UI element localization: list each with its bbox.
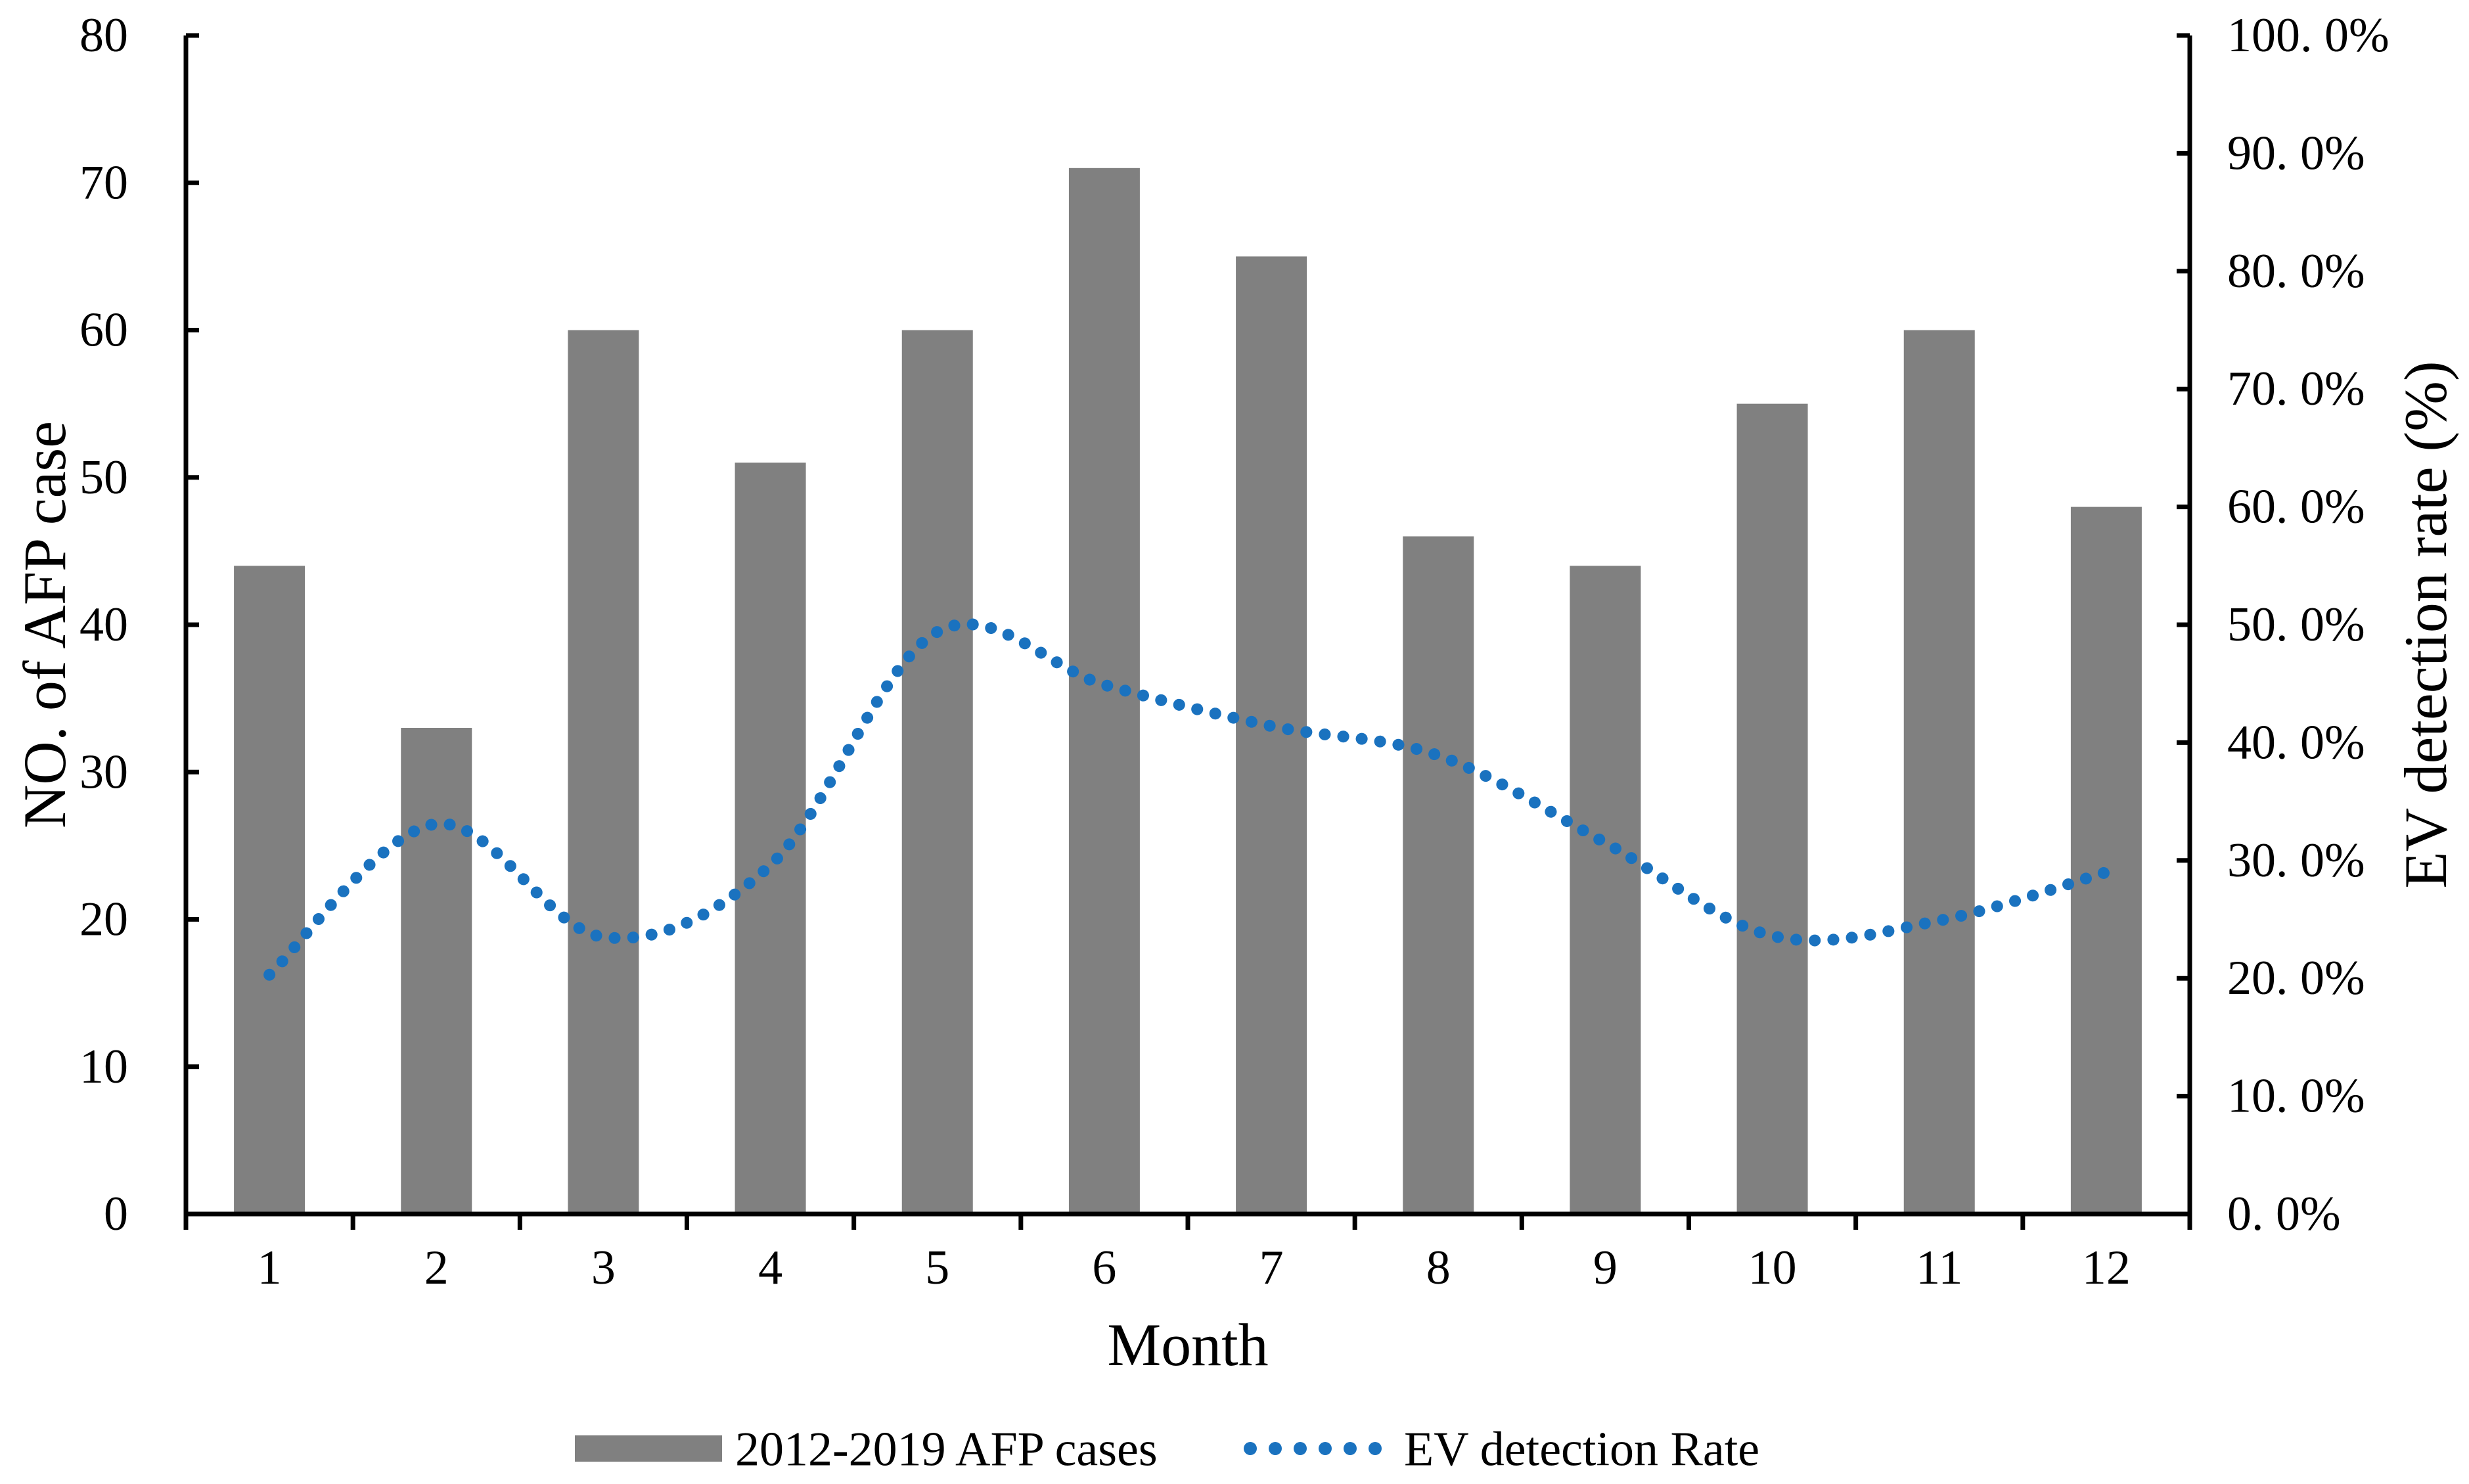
- y-right-tick-label-20: 20. 0%: [2227, 951, 2365, 1005]
- ev-detection-rate-line: [263, 618, 2112, 981]
- x-tick-label-month-9: 9: [1593, 1241, 1618, 1295]
- bar-month-3: [568, 330, 639, 1214]
- y-left-tick-label-50: 50: [79, 451, 128, 505]
- y-right-tick-label-0: 0. 0%: [2227, 1187, 2341, 1241]
- y-right-tick-label-10: 10. 0%: [2227, 1069, 2365, 1123]
- y-left-tick-label-30: 30: [79, 745, 128, 799]
- y-axis-title-right: EV detection rate (%): [2392, 361, 2459, 889]
- y-right-tick-label-70: 70. 0%: [2227, 362, 2365, 416]
- y-right-tick-label-40: 40. 0%: [2227, 715, 2365, 769]
- x-tick-label-month-3: 3: [591, 1241, 616, 1295]
- y-axis-title-left: NO. of AFP case: [11, 420, 78, 829]
- y-left-tick-label-10: 10: [79, 1040, 128, 1094]
- y-right-tick-label-30: 30. 0%: [2227, 834, 2365, 888]
- y-right-tick-label-80: 80. 0%: [2227, 244, 2365, 298]
- legend-line-label: EV detection Rate: [1404, 1422, 1760, 1477]
- y-left-tick-label-40: 40: [79, 598, 128, 652]
- y-right-tick-label-90: 90. 0%: [2227, 126, 2365, 180]
- x-tick-label-month-7: 7: [1259, 1241, 1284, 1295]
- y-left-tick-label-70: 70: [79, 156, 128, 210]
- x-tick-label-month-10: 10: [1748, 1241, 1797, 1295]
- bar-month-2: [401, 727, 472, 1214]
- bar-month-8: [1403, 536, 1474, 1215]
- bar-month-7: [1236, 256, 1307, 1214]
- x-tick-label-month-1: 1: [258, 1241, 282, 1295]
- x-tick-label-month-12: 12: [2082, 1241, 2131, 1295]
- bar-month-9: [1570, 566, 1641, 1214]
- bar-month-5: [901, 330, 973, 1214]
- legend-line-swatch: [1244, 1442, 1382, 1455]
- x-tick-label-month-5: 5: [925, 1241, 949, 1295]
- legend-bar-label: 2012-2019 AFP cases: [735, 1422, 1158, 1477]
- x-axis-title: Month: [1107, 1311, 1269, 1378]
- x-tick-label-month-11: 11: [1916, 1241, 1962, 1295]
- y-left-tick-label-80: 80: [79, 9, 128, 62]
- y-left-tick-label-60: 60: [79, 304, 128, 357]
- y-left-tick-label-0: 0: [104, 1187, 128, 1241]
- y-right-tick-label-100: 100. 0%: [2227, 9, 2390, 62]
- x-tick-label-month-2: 2: [424, 1241, 449, 1295]
- x-tick-label-month-8: 8: [1426, 1241, 1451, 1295]
- legend-bar-swatch: [575, 1435, 722, 1462]
- bar-month-11: [1903, 330, 1975, 1214]
- y-right-tick-label-50: 50. 0%: [2227, 598, 2365, 652]
- x-tick-label-month-6: 6: [1092, 1241, 1116, 1295]
- y-right-tick-label-60: 60. 0%: [2227, 480, 2365, 534]
- bar-month-1: [234, 566, 306, 1214]
- bar-month-4: [735, 462, 806, 1215]
- y-left-tick-label-20: 20: [79, 893, 128, 947]
- bar-month-10: [1736, 403, 1808, 1214]
- bar-month-12: [2070, 506, 2142, 1214]
- x-tick-label-month-4: 4: [758, 1241, 782, 1295]
